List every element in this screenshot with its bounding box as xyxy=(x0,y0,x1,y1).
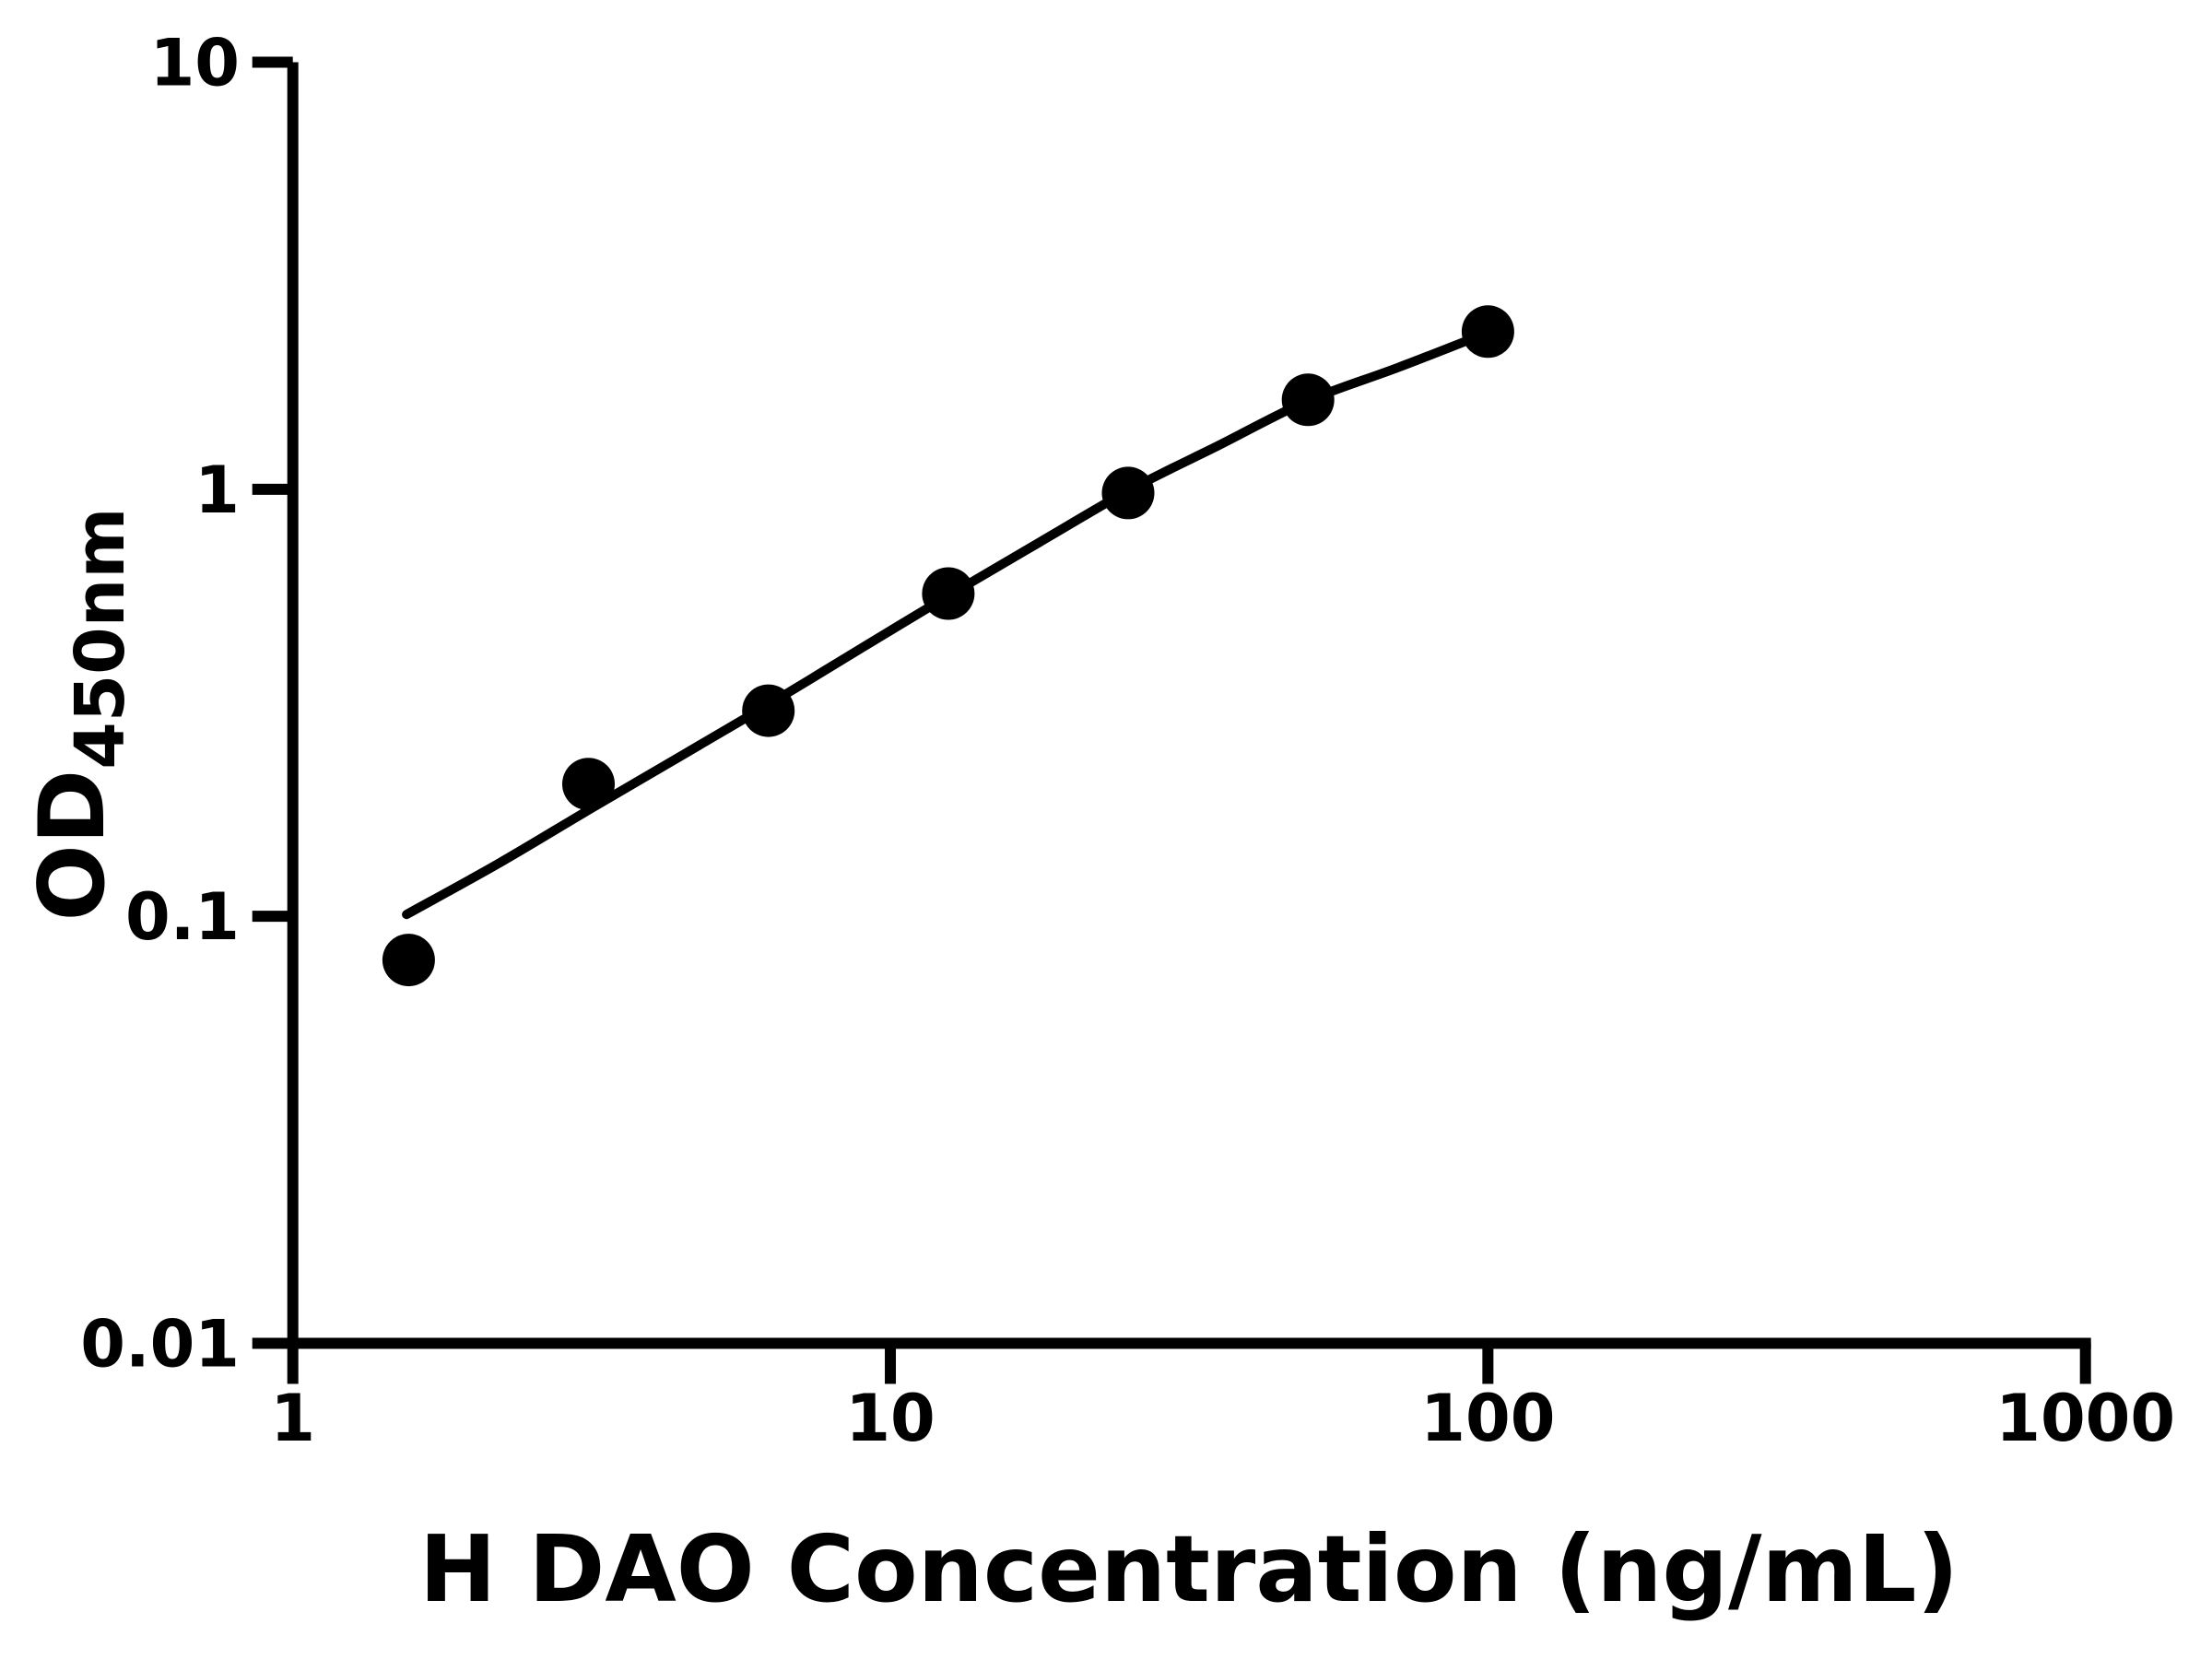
data-point xyxy=(742,684,795,737)
data-point xyxy=(922,567,975,620)
x-tick-label: 10 xyxy=(845,1381,935,1456)
y-axis-title: OD450nm xyxy=(20,508,140,922)
plot-area xyxy=(382,305,1514,987)
y-tick-label: 0.01 xyxy=(80,1307,240,1382)
y-tick-label: 10 xyxy=(150,26,240,101)
fit-curve-line xyxy=(402,326,1495,920)
data-point xyxy=(382,934,435,987)
data-point xyxy=(1281,373,1335,427)
x-tick-label: 1000 xyxy=(1995,1381,2175,1456)
data-point xyxy=(1101,466,1155,520)
data-point xyxy=(1461,305,1514,359)
x-tick-label: 1 xyxy=(270,1381,315,1456)
y-axis-title-main: OD xyxy=(20,770,125,922)
y-tick-label: 0.1 xyxy=(125,879,240,955)
axes: 1 10 100 1000 0.01 0.1 1 10 xyxy=(80,26,2175,1456)
x-tick-label: 100 xyxy=(1420,1381,1555,1456)
y-tick-label: 1 xyxy=(194,453,240,528)
data-point xyxy=(562,758,615,811)
x-axis-title: H DAO Concentration (ng/mL) xyxy=(419,1515,1959,1623)
y-axis-title-sub: 450nm xyxy=(61,508,140,770)
